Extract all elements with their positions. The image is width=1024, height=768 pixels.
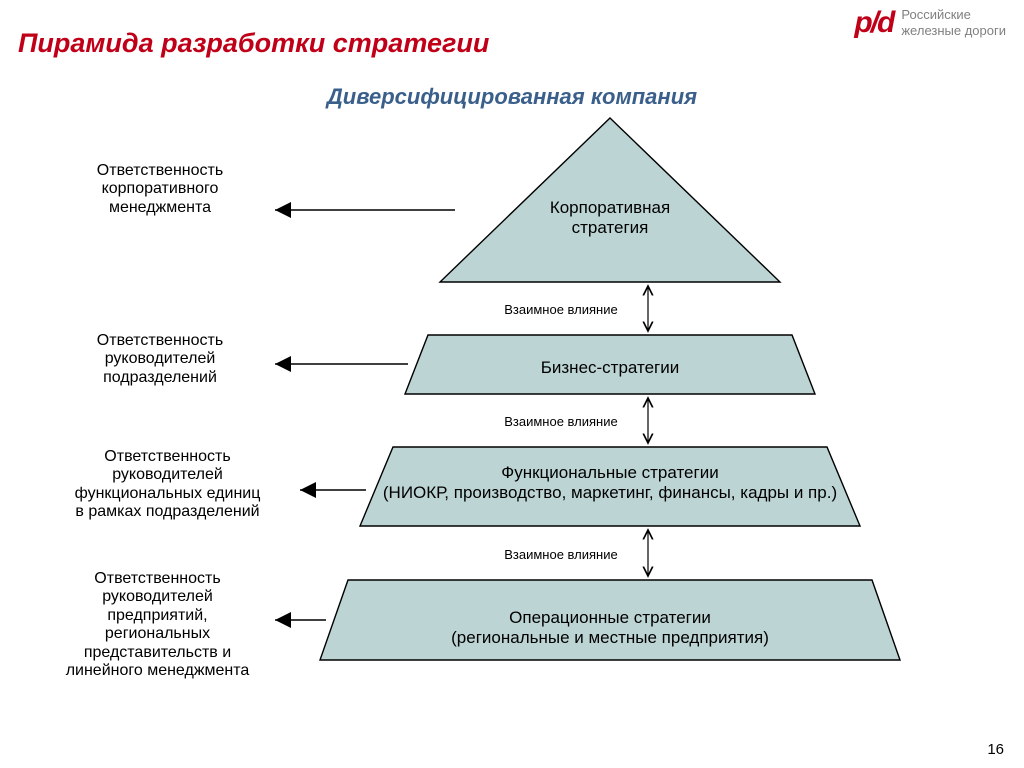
page-number: 16	[987, 741, 1004, 758]
level-text-2: Бизнес-стратегии	[360, 358, 860, 378]
side-label-3: Ответственностьруководителейфункциональн…	[40, 448, 295, 522]
level-text-3: Функциональные стратегии(НИОКР, производ…	[360, 463, 860, 504]
side-label-2: Ответственностьруководителейподразделени…	[60, 332, 260, 387]
side-label-4: Ответственностьруководителейпредприятий,…	[50, 570, 265, 680]
mutual-influence-label-3: Взаимное влияние	[476, 547, 646, 562]
level-text-1: Корпоративнаястратегия	[360, 198, 860, 239]
level-text-4: Операционные стратегии(региональные и ме…	[360, 608, 860, 649]
side-label-1: Ответственностькорпоративногоменеджмента	[60, 162, 260, 217]
mutual-influence-label-2: Взаимное влияние	[476, 414, 646, 429]
mutual-influence-label-1: Взаимное влияние	[476, 302, 646, 317]
